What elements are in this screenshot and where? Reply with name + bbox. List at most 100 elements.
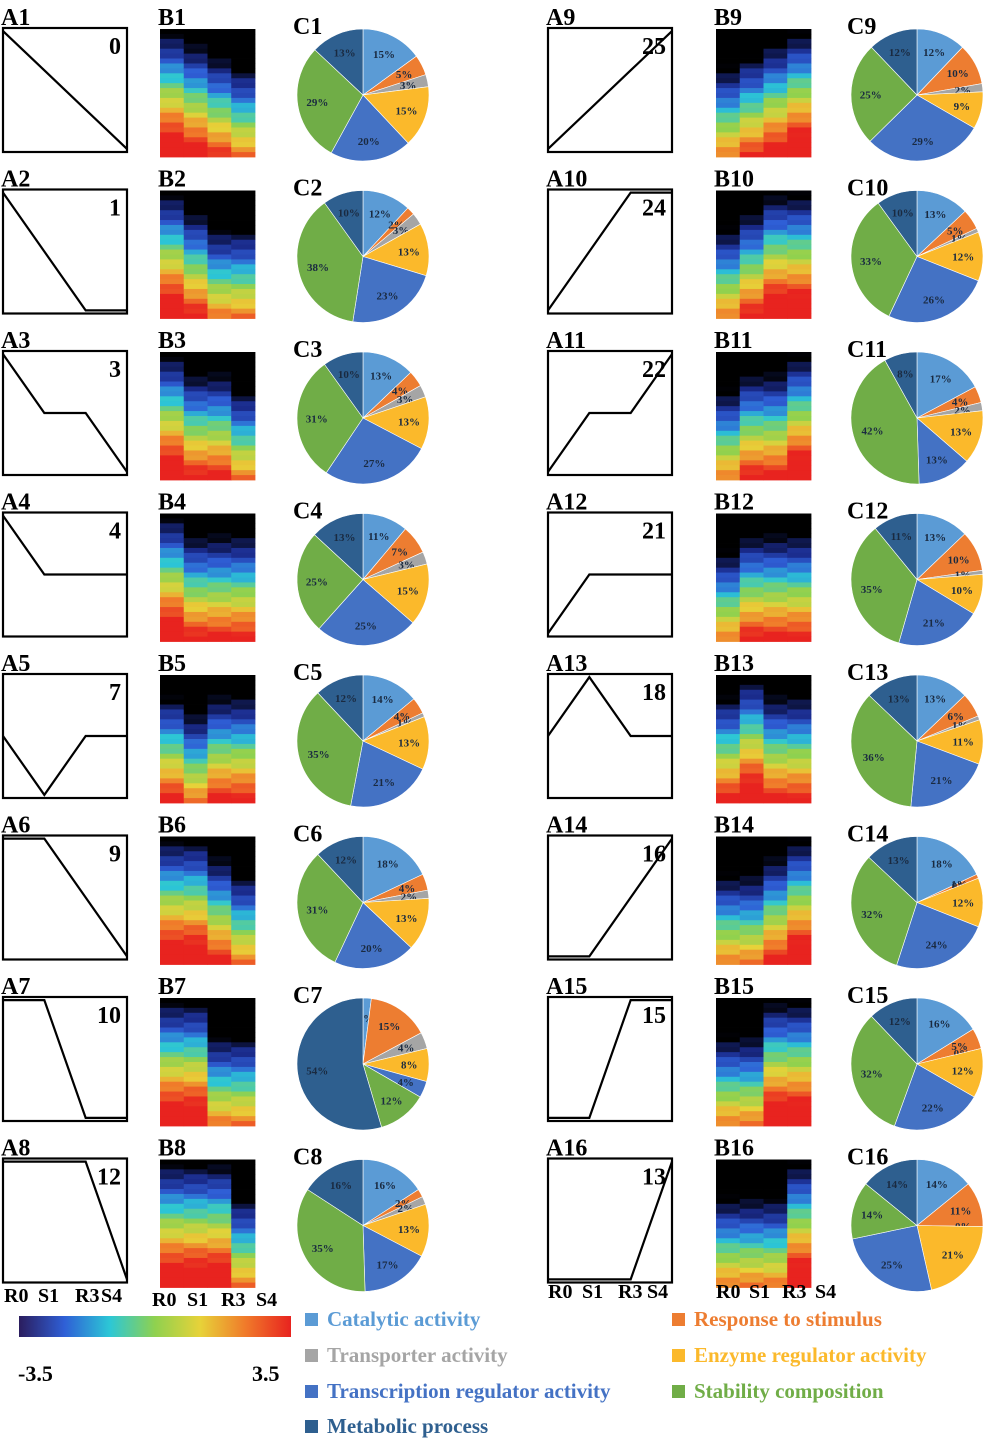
heatmap-cell (160, 626, 185, 633)
pie-label-enzyme: 13% (398, 1224, 420, 1236)
heatmap-cell (183, 1248, 208, 1254)
heatmap-cell (207, 1101, 232, 1107)
heatmap-cell (160, 768, 185, 774)
heatmap-cell (763, 58, 788, 64)
heatmap-cell (231, 900, 256, 906)
heatmap-cell (207, 890, 232, 896)
heatmap-cell (716, 249, 741, 255)
heatmap-cell (716, 220, 741, 226)
heatmap-cell (763, 930, 788, 936)
heatmap-cell (763, 944, 788, 951)
pie-label-response: 5% (947, 226, 964, 238)
heatmap-cell (787, 949, 812, 956)
heatmap-cell (231, 949, 256, 956)
heatmap-cell (739, 455, 764, 461)
heatmap-cell (716, 1096, 741, 1102)
heatmap-cell (231, 298, 256, 305)
heatmap-cell (763, 1032, 788, 1038)
heatmap-cell (207, 440, 232, 446)
pie-slice-metabolic (884, 351, 918, 420)
heatmap-cell (207, 758, 232, 765)
pie-slice-catalytic (362, 836, 424, 903)
heatmap-cell (739, 949, 764, 956)
heatmap-cell (739, 758, 764, 765)
heatmap-cell (716, 1076, 741, 1083)
heatmap-cell (231, 1218, 256, 1224)
profile-panel-label: A7 (1, 974, 30, 1000)
heatmap-cell (739, 944, 764, 951)
heatmap-cell (739, 401, 764, 407)
heatmap-cell (787, 1159, 812, 1165)
heatmap-cell (787, 132, 812, 138)
heatmap-cell (160, 861, 185, 867)
heatmap-cell (160, 102, 185, 109)
heatmap-cell (231, 68, 256, 74)
heatmap-cell (739, 83, 764, 89)
pie-label-response: 4% (399, 883, 416, 895)
pie-label-transcription: 20% (361, 943, 383, 955)
heatmap-cell (763, 1277, 788, 1283)
heatmap-cell (160, 356, 185, 363)
heatmap-cell (160, 998, 185, 1004)
heatmap-cell (207, 465, 232, 471)
heatmap-cell (231, 611, 256, 618)
heatmap-cell (207, 1174, 232, 1180)
heatmap-cell (160, 220, 185, 226)
heatmap-cell (160, 798, 185, 804)
heatmap-cell (787, 396, 812, 402)
heatmap-cell (207, 778, 232, 784)
heatmap-cell (739, 420, 764, 427)
pie-slice-metabolic (324, 351, 364, 419)
heatmap-cell (183, 729, 208, 735)
heatmap-cell (763, 83, 788, 89)
heatmap-cell (739, 1052, 764, 1058)
heatmap-cell (787, 523, 812, 529)
heatmap-cell (183, 739, 208, 745)
heatmap-cell (763, 88, 788, 94)
heatmap-cell (231, 78, 256, 84)
heatmap-cell (716, 401, 741, 407)
heatmap-cell (231, 684, 256, 691)
heatmap-cell (231, 1101, 256, 1107)
heatmap-cell (787, 959, 812, 965)
pie-label-metabolic: 12% (335, 855, 357, 867)
heatmap-cell (716, 465, 741, 471)
profile-line (548, 998, 672, 1120)
heatmap-cell (207, 934, 232, 941)
heatmap-cell (787, 753, 812, 760)
heatmap-cell (763, 798, 788, 804)
heatmap-cell (231, 841, 256, 847)
heatmap-cell (160, 631, 185, 637)
heatmap-cell (183, 684, 208, 691)
heatmap-cell (183, 621, 208, 628)
heatmap-cell (183, 200, 208, 206)
heatmap-cell (763, 547, 788, 554)
heatmap-cell (231, 1159, 256, 1165)
heatmap-cell (183, 934, 208, 941)
heatmap-cell (231, 694, 256, 701)
pie-slice-catalytic (916, 997, 974, 1065)
profile-id: 13 (642, 1165, 666, 1191)
heatmap-cell (160, 1184, 185, 1190)
heatmap-cell (160, 513, 185, 519)
heatmap-cell (160, 1267, 185, 1274)
heatmap-panel-label: B3 (158, 328, 186, 354)
heatmap-cell (183, 1208, 208, 1215)
heatmap-cell (716, 78, 741, 84)
heatmap-cell (231, 284, 256, 290)
heatmap-cell (160, 1272, 185, 1279)
heatmap-cell (231, 1277, 256, 1283)
heatmap-cell (739, 53, 764, 59)
heatmap-cell (763, 68, 788, 74)
heatmap-cell (207, 53, 232, 59)
heatmap-cell (207, 1106, 232, 1112)
heatmap-cell (716, 724, 741, 730)
pie-label-transcription: 21% (373, 777, 395, 789)
heatmap-cell (183, 152, 208, 158)
pie-slice-response (362, 998, 422, 1065)
heatmap (716, 675, 812, 804)
heatmap-cell (716, 577, 741, 583)
heatmap-cell (231, 602, 256, 608)
